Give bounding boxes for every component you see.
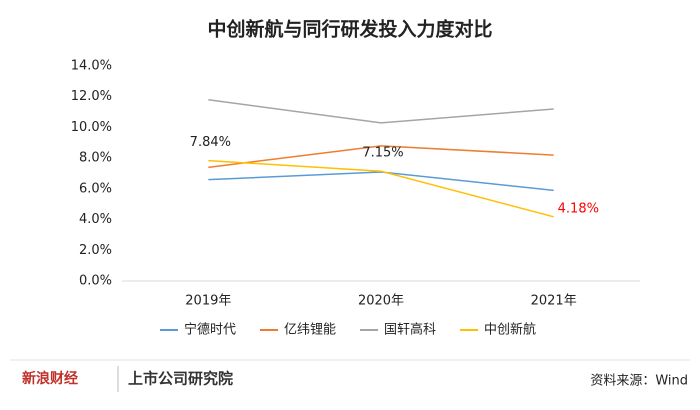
data-label: 7.15% xyxy=(362,146,403,161)
y-tick-label: 2.0% xyxy=(79,243,112,258)
institute-logo: 上市公司研究院 xyxy=(128,370,233,388)
brand-logo: 新浪财经 xyxy=(22,370,78,387)
legend-label: 宁德时代 xyxy=(184,322,236,338)
y-tick-label: 0.0% xyxy=(79,274,112,289)
legend-label: 亿纬锂能 xyxy=(284,323,336,338)
data-label: 4.18% xyxy=(558,201,599,216)
x-tick-label: 2020年 xyxy=(358,294,404,309)
source-note: 资料来源：Wind xyxy=(590,374,688,389)
data-label: 7.84% xyxy=(190,135,231,150)
y-tick-label: 14.0% xyxy=(71,59,112,74)
legend-label: 国轩高科 xyxy=(384,322,436,338)
y-tick-label: 4.0% xyxy=(79,212,112,227)
y-tick-label: 12.0% xyxy=(71,89,112,104)
chart-title: 中创新航与同行研发投入力度对比 xyxy=(207,18,492,41)
y-tick-label: 8.0% xyxy=(79,151,112,166)
legend-label: 中创新航 xyxy=(484,322,536,338)
series-line xyxy=(208,145,554,169)
x-tick-label: 2019年 xyxy=(185,294,231,309)
y-tick-label: 6.0% xyxy=(79,181,112,196)
series-line xyxy=(208,159,554,218)
series-line xyxy=(208,99,554,124)
x-tick-label: 2021年 xyxy=(531,294,577,309)
y-tick-label: 10.0% xyxy=(71,120,112,135)
